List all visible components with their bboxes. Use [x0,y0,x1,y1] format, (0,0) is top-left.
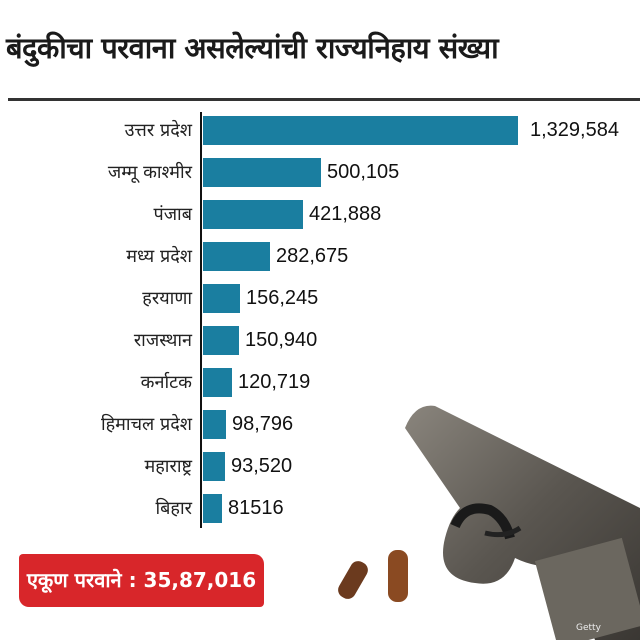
bar [203,326,239,355]
bar [203,452,225,481]
title-divider [8,98,640,101]
bar [203,116,518,145]
bar [203,242,270,271]
bar-row: पंजाब 421,888 [0,200,640,229]
total-licenses-badge: एकूण परवाने : 35,87,016 [19,554,264,607]
value-label: 98,796 [232,413,294,435]
bar-row: जम्मू काश्मीर 500,105 [0,158,640,187]
bar [203,494,222,523]
bar [203,410,226,439]
category-label: हिमाचल प्रदेश [100,414,192,435]
bar [203,158,321,187]
bar-row: उत्तर प्रदेश 1,329,584 [0,116,640,145]
category-label: महाराष्ट्र [144,456,192,477]
bullets-illustration [338,550,408,602]
value-label: 421,888 [309,203,382,225]
bar-row: महाराष्ट्र 93,520 [0,452,640,481]
y-axis-line [200,112,202,528]
value-label: 81516 [228,497,284,519]
bar-row: राजस्थान 150,940 [0,326,640,355]
bar-row: हिमाचल प्रदेश 98,796 [0,410,640,439]
bar [203,368,232,397]
bar [203,284,240,313]
getty-watermark: Getty [576,623,601,633]
bar-row: हरयाणा 156,245 [0,284,640,313]
chart-title: बंदुकीचा परवाना असलेल्यांची राज्यनिहाय स… [6,31,499,65]
value-label: 93,520 [231,455,293,477]
bar-row: मध्य प्रदेश 282,675 [0,242,640,271]
category-label: राजस्थान [133,330,192,351]
value-label: 282,675 [276,245,349,267]
value-label: 120,719 [238,371,311,393]
bar-row: बिहार 81516 [0,494,640,523]
pistol-illustration [405,405,640,640]
category-label: उत्तर प्रदेश [124,120,192,141]
bar-row: कर्नाटक 120,719 [0,368,640,397]
value-label: 156,245 [246,287,319,309]
category-label: हरयाणा [142,288,192,309]
value-label: 500,105 [327,161,400,183]
category-label: बिहार [155,498,192,519]
category-label: पंजाब [153,204,192,225]
value-label: 1,329,584 [530,119,619,141]
category-label: कर्नाटक [140,372,192,393]
bar [203,200,303,229]
value-label: 150,940 [245,329,318,351]
category-label: मध्य प्रदेश [126,246,192,267]
category-label: जम्मू काश्मीर [107,162,192,183]
